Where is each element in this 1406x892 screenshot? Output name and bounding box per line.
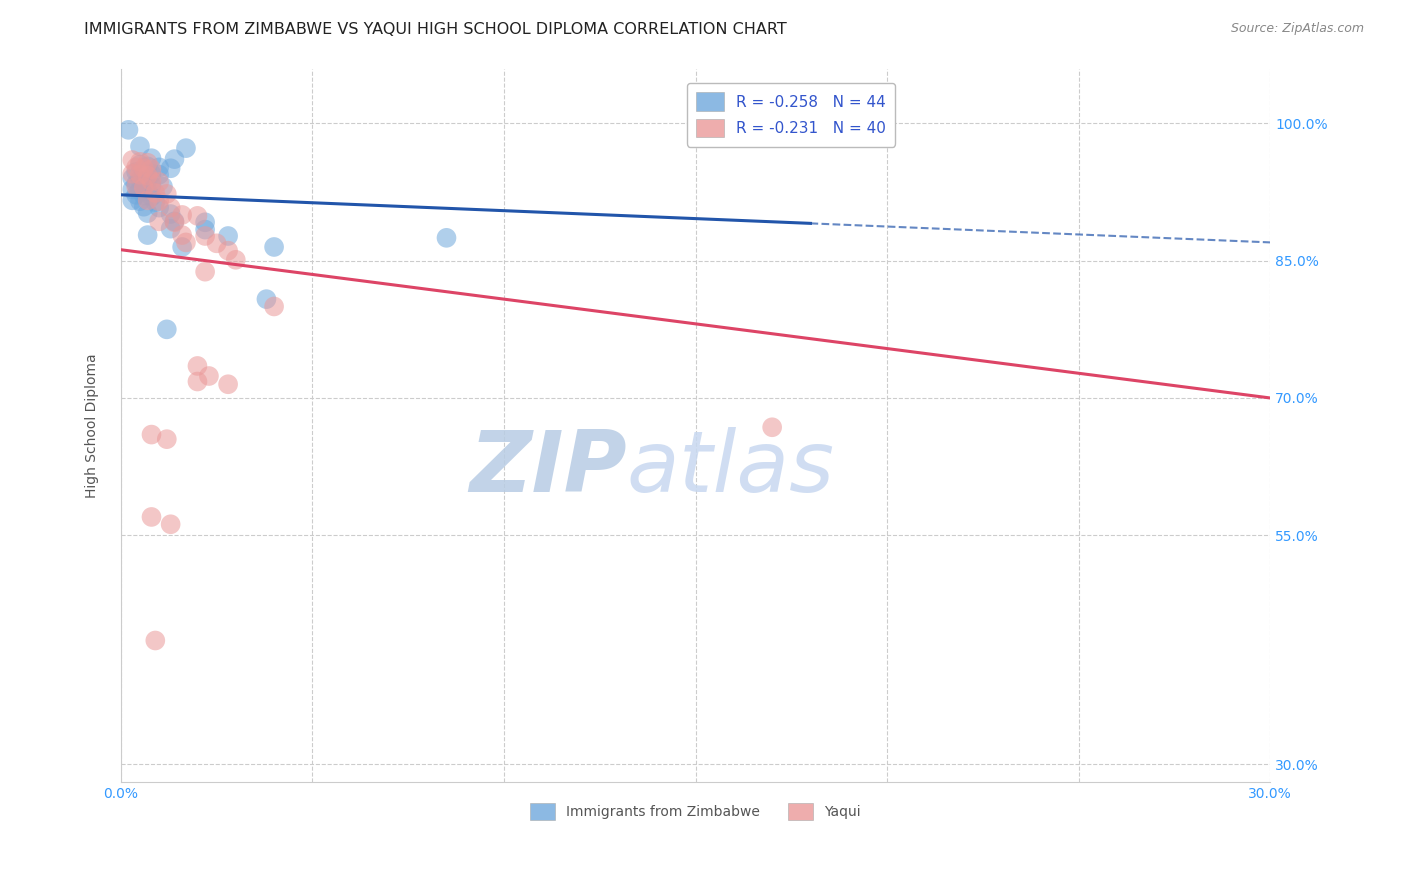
Point xyxy=(125,179,148,194)
Point xyxy=(194,265,217,279)
Point xyxy=(186,209,208,223)
Point xyxy=(163,152,186,166)
Point xyxy=(143,633,166,648)
Point xyxy=(217,377,239,392)
Point xyxy=(172,228,194,243)
Point xyxy=(172,240,194,254)
Point xyxy=(156,322,179,336)
Point xyxy=(117,123,139,137)
Y-axis label: High School Diploma: High School Diploma xyxy=(86,353,100,498)
Point xyxy=(136,155,159,169)
Point xyxy=(141,178,163,193)
Point xyxy=(121,153,143,167)
Point xyxy=(141,174,163,188)
Point xyxy=(186,375,208,389)
Point xyxy=(254,292,277,306)
Point xyxy=(136,169,159,183)
Point xyxy=(132,188,155,202)
Point xyxy=(121,171,143,186)
Point xyxy=(141,510,163,524)
Point xyxy=(186,359,208,373)
Point xyxy=(174,235,197,250)
Text: ZIP: ZIP xyxy=(470,426,627,509)
Point xyxy=(141,151,163,165)
Point xyxy=(129,194,152,209)
Point xyxy=(198,369,221,384)
Point xyxy=(174,141,197,155)
Point xyxy=(156,432,179,446)
Point xyxy=(121,167,143,181)
Point xyxy=(141,162,163,177)
Point xyxy=(136,194,159,208)
Point xyxy=(263,300,285,314)
Point xyxy=(132,200,155,214)
Point xyxy=(141,189,163,203)
Point xyxy=(159,161,181,176)
Point xyxy=(159,201,181,215)
Point xyxy=(136,184,159,198)
Text: Source: ZipAtlas.com: Source: ZipAtlas.com xyxy=(1230,22,1364,36)
Point xyxy=(263,240,285,254)
Point xyxy=(152,179,174,194)
Point xyxy=(148,168,170,182)
Point xyxy=(136,160,159,174)
Point xyxy=(121,182,143,196)
Point xyxy=(125,187,148,202)
Point xyxy=(143,186,166,200)
Point xyxy=(132,178,155,192)
Text: IMMIGRANTS FROM ZIMBABWE VS YAQUI HIGH SCHOOL DIPLOMA CORRELATION CHART: IMMIGRANTS FROM ZIMBABWE VS YAQUI HIGH S… xyxy=(84,22,787,37)
Point xyxy=(225,252,247,267)
Point xyxy=(129,183,152,197)
Point xyxy=(163,215,186,229)
Legend: Immigrants from Zimbabwe, Yaqui: Immigrants from Zimbabwe, Yaqui xyxy=(524,797,866,825)
Point xyxy=(194,215,217,229)
Point xyxy=(136,173,159,187)
Point xyxy=(121,194,143,208)
Point xyxy=(141,427,163,442)
Point xyxy=(136,228,159,243)
Point xyxy=(129,172,152,186)
Point xyxy=(129,158,152,172)
Point xyxy=(217,244,239,258)
Point xyxy=(141,167,163,181)
Point xyxy=(163,214,186,228)
Point xyxy=(125,161,148,175)
Point xyxy=(125,177,148,191)
Point xyxy=(194,222,217,236)
Point xyxy=(148,201,170,215)
Point xyxy=(156,186,179,201)
Point xyxy=(136,206,159,220)
Point xyxy=(132,166,155,180)
Point xyxy=(148,161,170,175)
Point xyxy=(132,161,155,176)
Point xyxy=(159,207,181,221)
Point xyxy=(159,517,181,532)
Text: atlas: atlas xyxy=(627,426,835,509)
Point xyxy=(132,180,155,194)
Point xyxy=(129,139,152,153)
Point xyxy=(217,229,239,244)
Point xyxy=(143,195,166,210)
Point xyxy=(436,231,458,245)
Point xyxy=(148,194,170,209)
Point xyxy=(761,420,783,434)
Point xyxy=(148,214,170,228)
Point xyxy=(125,165,148,179)
Point xyxy=(172,208,194,222)
Point xyxy=(205,236,228,251)
Point xyxy=(129,154,152,169)
Point xyxy=(148,175,170,189)
Point xyxy=(194,229,217,244)
Point xyxy=(159,221,181,235)
Point xyxy=(129,168,152,182)
